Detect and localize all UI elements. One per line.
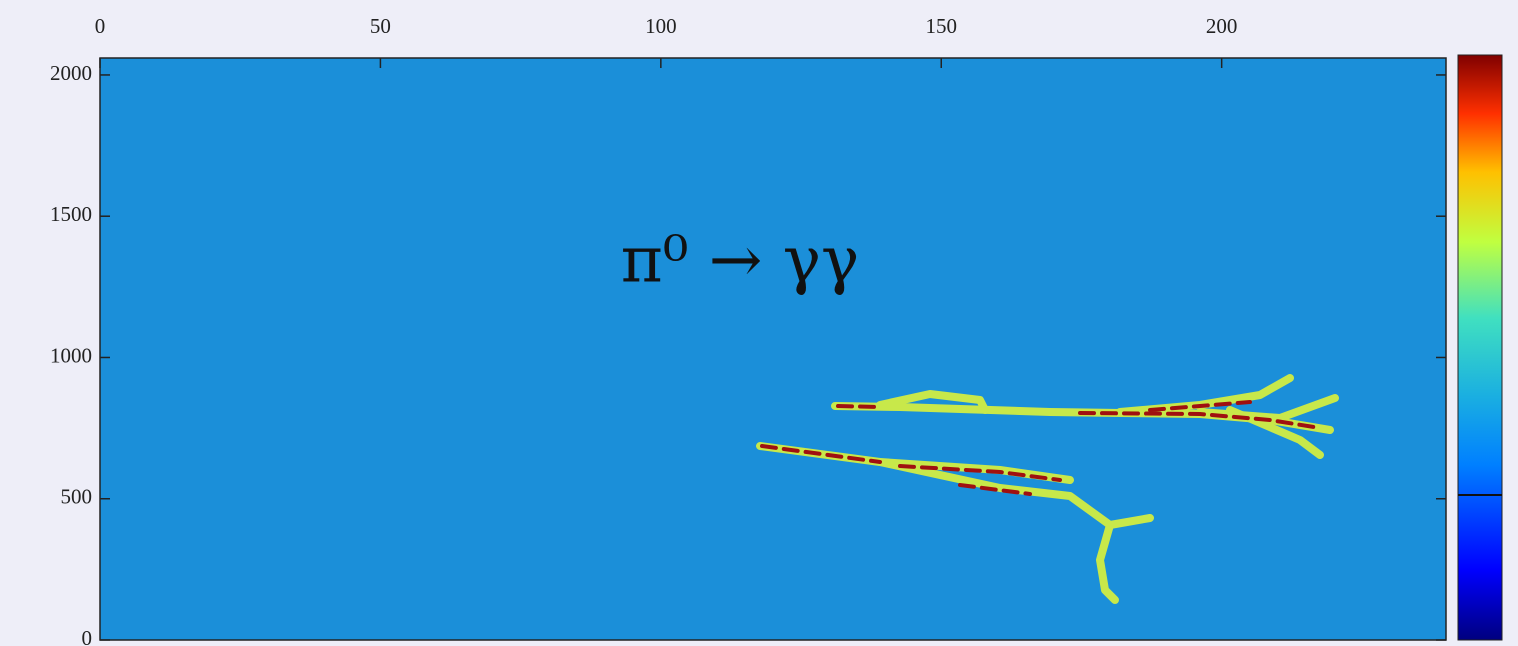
y-tick-label: 500 [61,485,93,509]
track-core [1078,411,1322,430]
track [1226,406,1324,459]
track [876,458,1154,529]
track-core [836,404,882,409]
plot-frame [99,57,1447,641]
colorbar [1457,54,1503,641]
y-tick-label: 0 [82,626,93,646]
y-tick-label: 2000 [50,61,92,85]
y-tick-label: 1000 [50,343,92,367]
x-tick-label: 50 [370,14,391,38]
annotation: π⁰ → γγ [621,224,860,298]
track-core [898,464,1062,482]
tracks [756,374,1339,604]
track-core [958,483,1032,496]
track-core [760,444,882,464]
track [1196,394,1339,422]
x-tick-label: 0 [95,14,106,38]
y-tick-label: 1500 [50,202,92,226]
plot-area [100,58,1446,640]
x-tick-label: 150 [926,14,958,38]
track [1096,521,1119,604]
track-core [1148,400,1252,412]
x-tick-label: 100 [645,14,677,38]
x-tick-label: 200 [1206,14,1238,38]
track [876,390,989,414]
